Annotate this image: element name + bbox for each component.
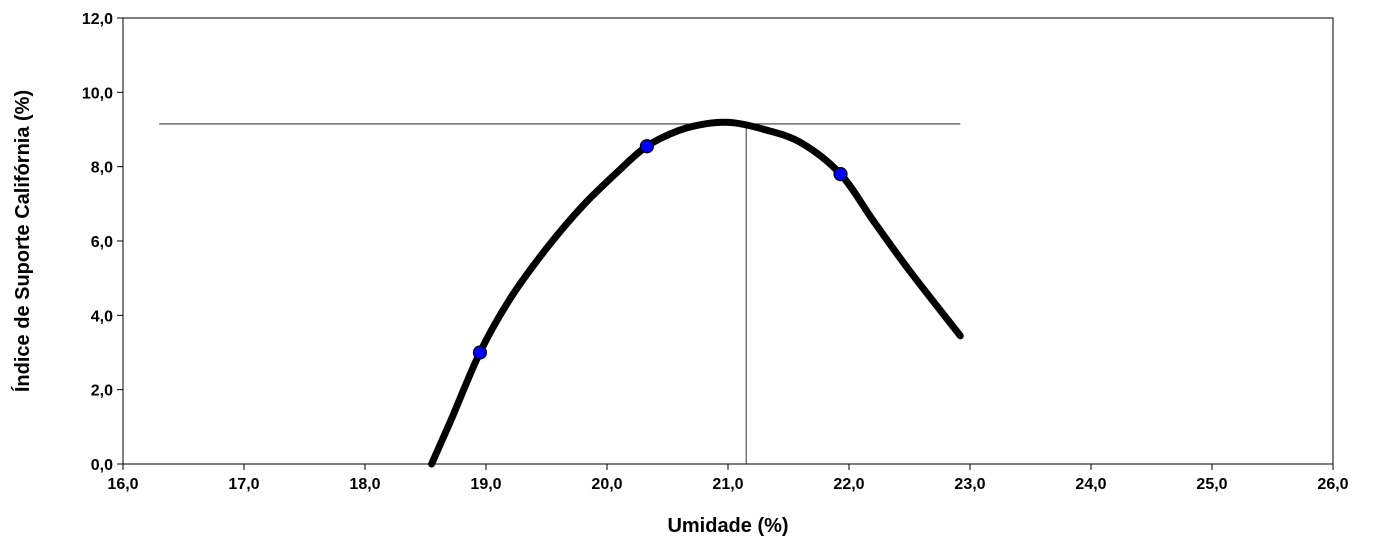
y-tick-label: 2,0 — [91, 383, 113, 400]
reference-lines — [159, 123, 961, 464]
x-tick-label: 26,0 — [1317, 476, 1348, 493]
series-layer — [428, 118, 964, 468]
x-tick-label: 22,0 — [833, 476, 864, 493]
x-axis: 16,0 17,0 18,0 19,0 20,0 21,0 22,0 23,0 24,0 25,0… — [107, 464, 1349, 493]
y-tick-label: 0,0 — [91, 457, 113, 474]
y-axis-title: Índice de Suporte Califórnia (%) — [11, 90, 34, 392]
x-tick-label: 20,0 — [591, 476, 622, 493]
fitted-curve — [428, 118, 964, 468]
x-tick-label: 16,0 — [107, 476, 138, 493]
y-tick-label: 8,0 — [91, 160, 113, 177]
y-tick-label: 10,0 — [82, 85, 113, 102]
data-point — [639, 139, 655, 154]
x-tick-label: 25,0 — [1196, 476, 1227, 493]
x-tick-label: 18,0 — [349, 476, 380, 493]
plot-area — [122, 17, 1334, 465]
y-tick-label: 6,0 — [91, 234, 113, 251]
y-tick-label: 4,0 — [91, 308, 113, 325]
data-point — [472, 345, 488, 360]
x-axis-title: Umidade (%) — [667, 515, 788, 537]
x-tick-label: 23,0 — [954, 476, 985, 493]
data-point — [833, 167, 848, 182]
x-tick-label: 21,0 — [712, 476, 743, 493]
x-tick-label: 24,0 — [1075, 476, 1106, 493]
x-tick-label: 17,0 — [228, 476, 259, 493]
x-tick-label: 19,0 — [470, 476, 501, 493]
y-axis: 0,0 2,0 4,0 6,0 8,0 10,0 12,0 — [82, 11, 123, 474]
y-tick-label: 12,0 — [82, 11, 113, 28]
